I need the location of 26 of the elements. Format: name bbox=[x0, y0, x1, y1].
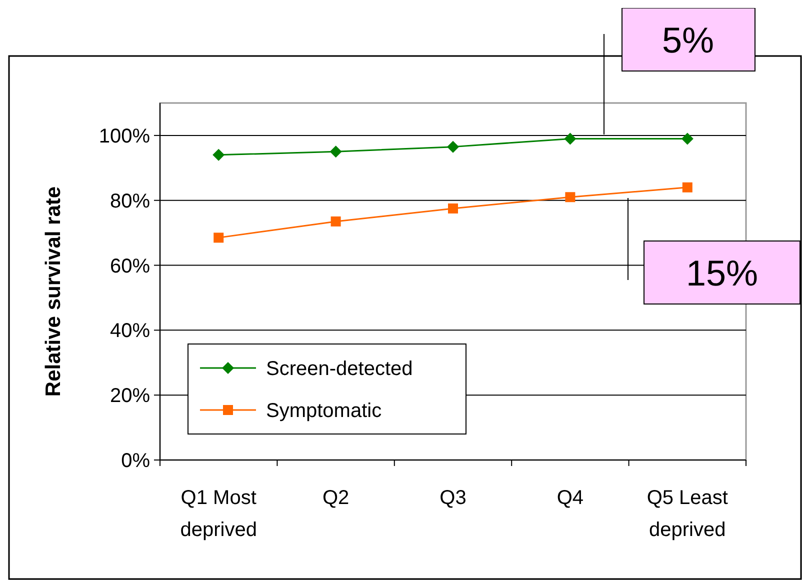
y-tick-label: 80% bbox=[110, 190, 150, 212]
x-tick-label: Q4 bbox=[556, 487, 584, 509]
x-tick-label: Q2 bbox=[322, 487, 350, 509]
point bbox=[564, 132, 576, 145]
legend-label: Symptomatic bbox=[266, 400, 382, 422]
point bbox=[212, 148, 225, 161]
point bbox=[330, 146, 342, 158]
y-tick-label: 100% bbox=[98, 125, 150, 148]
x-tick-label: Q3 bbox=[440, 487, 466, 509]
x-tick-label: Q5 Least deprived bbox=[646, 487, 728, 541]
point bbox=[681, 132, 694, 145]
legend-label: Screen-detected bbox=[266, 358, 413, 380]
point bbox=[448, 203, 458, 214]
y-tick-label: 40% bbox=[110, 320, 150, 342]
point bbox=[447, 140, 459, 153]
y-tick-label: 20% bbox=[110, 385, 150, 408]
point bbox=[565, 192, 576, 202]
y-tick-label: 0% bbox=[121, 450, 150, 472]
y-axis-title: Relative survival rate bbox=[42, 186, 65, 397]
point bbox=[330, 216, 341, 226]
text: 5% bbox=[662, 20, 714, 61]
x-tick-label: Q1 Most deprived bbox=[180, 487, 257, 541]
point bbox=[214, 232, 224, 243]
annotation: 15% bbox=[686, 252, 758, 294]
y-tick-label: 60% bbox=[110, 255, 150, 278]
point bbox=[682, 182, 692, 192]
